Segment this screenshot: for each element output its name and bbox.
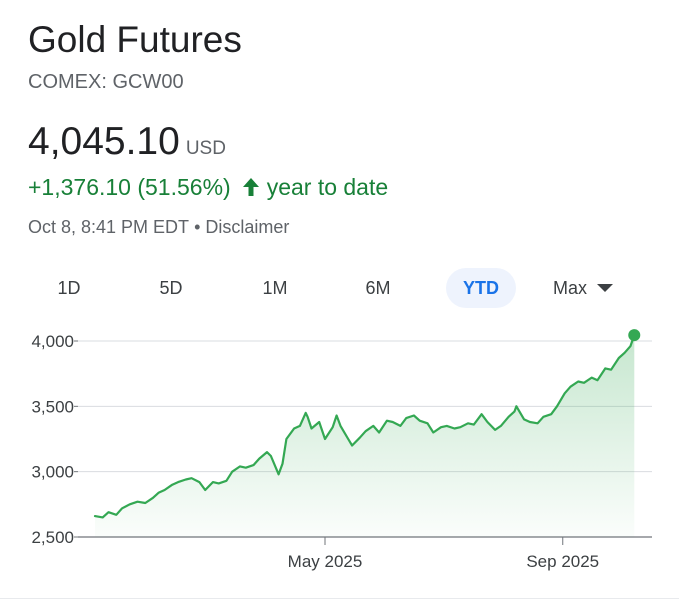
divider (0, 598, 679, 599)
x-tick-label: Sep 2025 (526, 552, 599, 571)
page-title: Gold Futures (28, 19, 242, 60)
y-tick-label: 3,500 (31, 397, 74, 416)
tab-ytd[interactable]: YTD (446, 268, 516, 308)
series-area (95, 335, 635, 537)
y-tick-label: 4,000 (31, 332, 74, 351)
change-value: +1,376.10 (51.56%) (28, 174, 231, 200)
x-tick-label: May 2025 (288, 552, 363, 571)
tab-max[interactable]: Max (538, 268, 628, 308)
tab-1d[interactable]: 1D (57, 278, 81, 298)
y-tick-label: 2,500 (31, 528, 74, 547)
change-period: year to date (266, 174, 389, 200)
tab-6m[interactable]: 6M (365, 278, 391, 298)
y-tick-label: 3,000 (31, 463, 74, 482)
disclaimer-link[interactable]: Disclaimer (205, 217, 290, 237)
tab-max-label: Max (552, 278, 587, 298)
tab-1m[interactable]: 1M (262, 278, 288, 298)
price-change: +1,376.10 (51.56%) year to date (28, 172, 388, 202)
timestamp: Oct 8, 8:41 PM EDT (28, 217, 190, 237)
separator: • (194, 217, 201, 237)
currency-label: USD (185, 138, 226, 159)
tab-5d[interactable]: 5D (159, 278, 183, 298)
current-price: 4,045.10 (28, 120, 180, 163)
series-line (93, 334, 636, 519)
ticker-symbol: COMEX: GCW00 (28, 71, 184, 93)
price-chart[interactable]: 2,500 3,000 3,500 4,000 May 2025 Sep 2025 (0, 315, 679, 585)
timestamp-row: Oct 8, 8:41 PM EDT • Disclaimer (28, 215, 289, 239)
last-point-marker (628, 329, 641, 342)
arrow-up-icon (242, 178, 259, 196)
range-tabs: 1D 5D 1M 6M YTD Max (30, 268, 650, 310)
price-row: 4,045.10 USD (28, 118, 226, 166)
caret-down-icon (597, 284, 613, 292)
